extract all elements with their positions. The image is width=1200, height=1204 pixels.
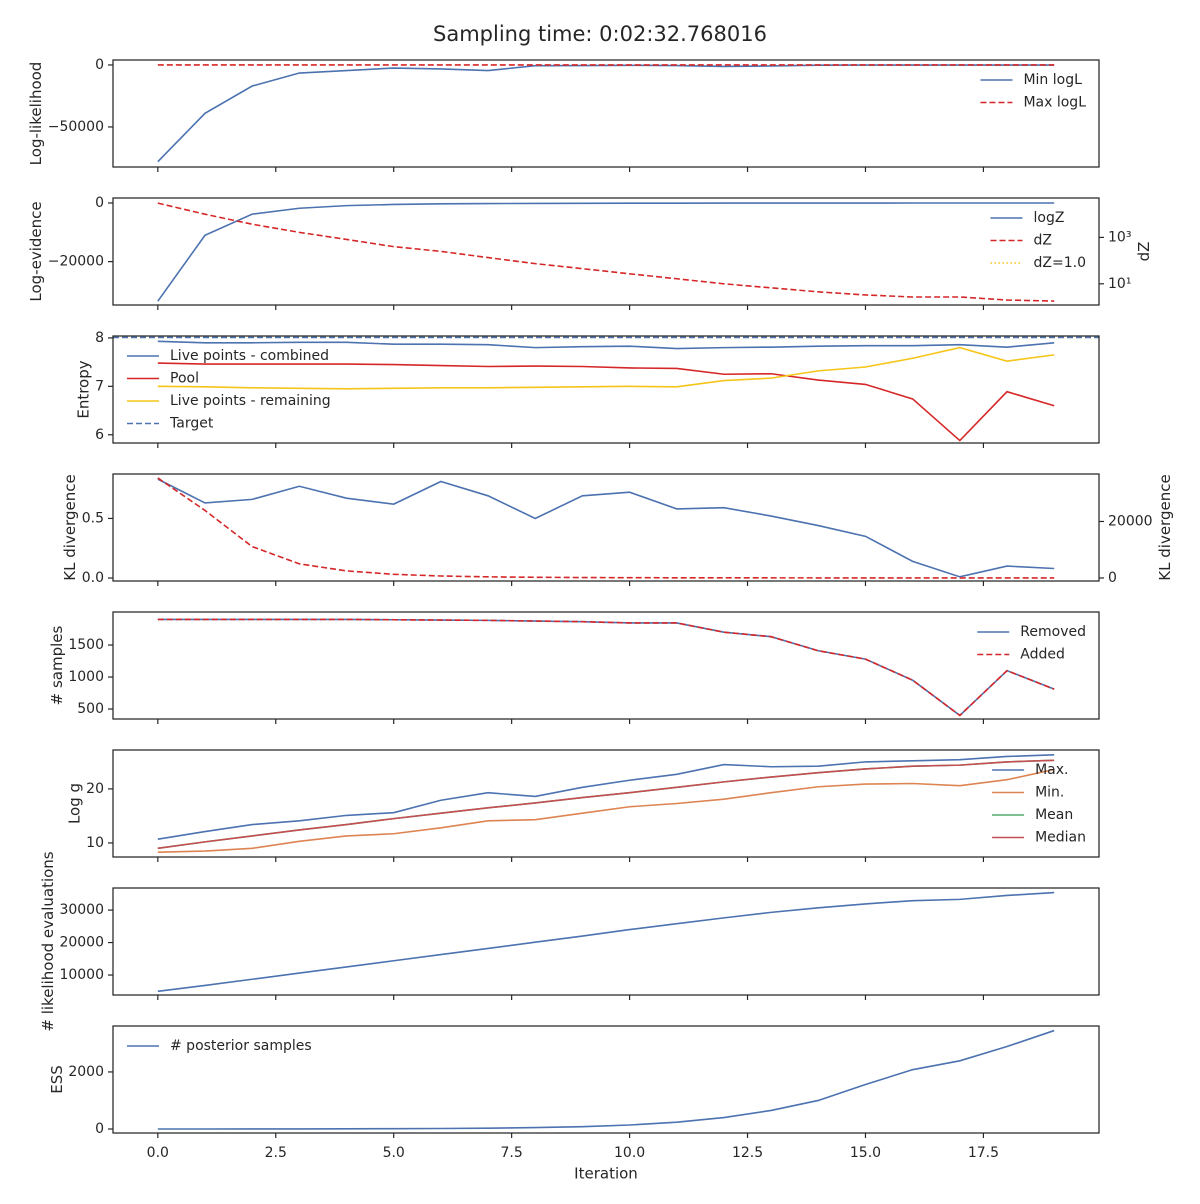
y2-axis-label: dZ xyxy=(1135,242,1153,262)
y-tick-label: 1000 xyxy=(68,669,104,685)
y-tick-label: 2000 xyxy=(68,1064,104,1080)
y-tick-label: 8 xyxy=(95,330,104,346)
legend-label: Live points - combined xyxy=(170,348,329,364)
y-tick-label: 0 xyxy=(95,195,104,211)
y2-axis-label: KL divergence xyxy=(1156,474,1174,580)
legend-label: Pool xyxy=(170,371,199,387)
axes-frame xyxy=(112,59,1100,168)
y-tick-label: 10000 xyxy=(59,967,104,983)
legend-label: Added xyxy=(1020,647,1065,663)
series-line xyxy=(157,754,1055,840)
series-line xyxy=(157,340,1055,350)
x-tick-label: 10.0 xyxy=(614,1145,645,1161)
panel: 10000 20000 30000# likelihood evaluations xyxy=(39,851,1100,1032)
y-tick-label: 10 xyxy=(86,835,104,851)
y-tick-label: 0 xyxy=(95,57,104,73)
series-line xyxy=(157,478,1055,578)
y-axis-label: Log g xyxy=(66,783,84,824)
series-line xyxy=(157,768,1055,853)
y-tick-label: −20000 xyxy=(48,254,104,270)
x-tick-label: 15.0 xyxy=(850,1145,881,1161)
legend-label: Mean xyxy=(1035,807,1073,823)
y-axis-label: # likelihood evaluations xyxy=(39,851,57,1031)
y2-tick-label: 10¹ xyxy=(1108,276,1131,292)
series-line xyxy=(157,362,1055,442)
legend-label: Max logL xyxy=(1023,95,1086,111)
axes-frame xyxy=(112,611,1100,720)
y-axis-label: Log-likelihood xyxy=(27,62,45,166)
y-axis-label: # samples xyxy=(48,625,66,705)
series-line xyxy=(157,1029,1055,1130)
legend-label: Removed xyxy=(1020,624,1086,640)
legend-label: dZ=1.0 xyxy=(1034,255,1086,271)
y-tick-label: 1500 xyxy=(68,637,104,653)
legend-label: Min logL xyxy=(1023,72,1082,88)
legend-label: Max. xyxy=(1035,762,1068,778)
legend-label: Min. xyxy=(1035,785,1064,801)
y-tick-label: 6 xyxy=(95,427,104,443)
series-line xyxy=(157,618,1055,717)
axes-frame xyxy=(112,1025,1100,1134)
x-tick-label: 5.0 xyxy=(383,1145,405,1161)
legend-label: logZ xyxy=(1034,210,1065,226)
series-line xyxy=(157,64,1055,163)
x-tick-label: 7.5 xyxy=(501,1145,523,1161)
x-tick-label: 17.5 xyxy=(968,1145,999,1161)
y-tick-label: 20 xyxy=(86,781,104,797)
y-tick-label: 7 xyxy=(95,378,104,394)
y-axis-label: ESS xyxy=(48,1065,66,1094)
y-axis-label: Entropy xyxy=(75,360,93,418)
axes-frame xyxy=(112,749,1100,858)
axes-frame xyxy=(112,887,1100,996)
y-tick-label: −50000 xyxy=(48,119,104,135)
series-line xyxy=(157,202,1055,302)
y-tick-label: 0 xyxy=(95,1121,104,1137)
x-axis-label: Iteration xyxy=(574,1165,638,1183)
y-axis-label: Log-evidence xyxy=(27,201,45,301)
series-line xyxy=(157,202,1055,302)
axes-frame xyxy=(112,335,1100,444)
legend-label: Median xyxy=(1035,830,1086,846)
legend-label: dZ xyxy=(1034,233,1052,249)
y2-tick-label: 0 xyxy=(1108,570,1117,586)
legend-label: Live points - remaining xyxy=(170,393,331,409)
y2-tick-label: 20000 xyxy=(1108,513,1153,529)
series-line xyxy=(157,477,1055,579)
series-line xyxy=(157,891,1055,993)
y-tick-label: 0.5 xyxy=(82,510,104,526)
legend-label: Target xyxy=(169,416,214,432)
panel: −50000 0 Log-likelihood Min logL Max logL xyxy=(27,57,1100,172)
axes-frame xyxy=(112,197,1100,306)
x-tick-label: 12.5 xyxy=(732,1145,763,1161)
y-tick-label: 500 xyxy=(77,701,104,717)
series-line xyxy=(157,759,1055,850)
axes-frame xyxy=(112,473,1100,582)
y-tick-label: 30000 xyxy=(59,902,104,918)
x-tick-label: 0.0 xyxy=(147,1145,169,1161)
y-tick-label: 20000 xyxy=(59,935,104,951)
panel: 500 1000 1500# samples Removed Added xyxy=(48,611,1100,724)
y-tick-label: 0.0 xyxy=(82,570,104,586)
legend-label: # posterior samples xyxy=(170,1038,312,1054)
y2-tick-label: 10³ xyxy=(1108,229,1131,245)
figure-title: Sampling time: 0:02:32.768016 xyxy=(433,22,767,46)
series-line xyxy=(157,346,1055,390)
y-axis-label: KL divergence xyxy=(61,474,79,580)
x-tick-label: 2.5 xyxy=(265,1145,287,1161)
